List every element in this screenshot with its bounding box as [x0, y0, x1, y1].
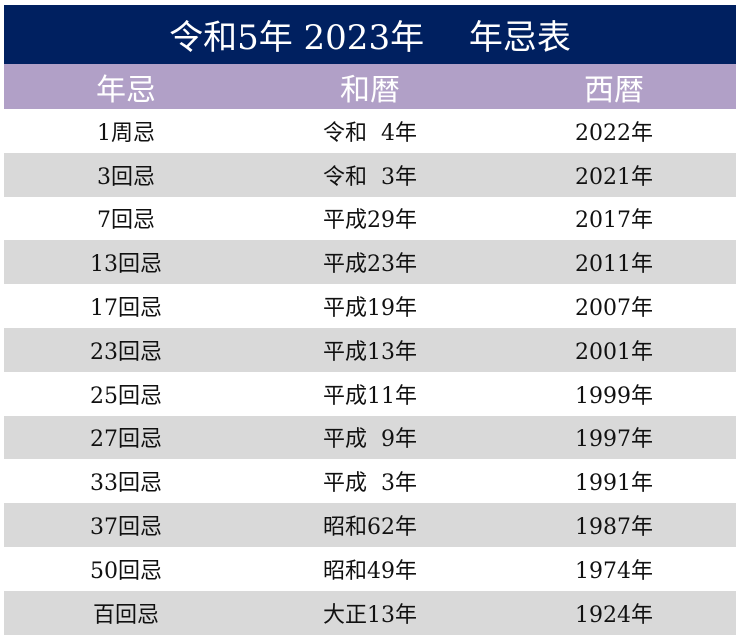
cell-nenki: 1周忌 [97, 120, 155, 146]
cell-nenki: 13回忌 [90, 252, 162, 278]
cell-seireki: 2007年 [575, 296, 653, 322]
cell-wareki: 平成11年 [323, 383, 417, 409]
table-row: 25回忌 平成11年 1999年 [4, 371, 736, 416]
table-header-row: 年忌 和暦 西暦 [4, 64, 736, 109]
cell-wareki: 昭和49年 [323, 558, 417, 584]
table-row: 7回忌 平成29年 2017年 [4, 196, 736, 241]
table-row: 百回忌 大正13年 1924年 [4, 590, 736, 635]
cell-nenki: 25回忌 [90, 383, 162, 409]
cell-nenki: 50回忌 [90, 558, 162, 584]
cell-seireki: 1999年 [575, 383, 653, 409]
cell-nenki: 23回忌 [90, 339, 162, 365]
cell-seireki: 1924年 [575, 602, 653, 628]
header-wareki: 和暦 [340, 72, 400, 108]
cell-seireki: 1974年 [575, 558, 653, 584]
cell-wareki: 令和 4年 [323, 120, 417, 146]
table-row: 23回忌 平成13年 2001年 [4, 327, 736, 372]
cell-nenki: 37回忌 [90, 515, 162, 541]
cell-nenki: 百回忌 [92, 602, 159, 628]
table-row: 13回忌 平成23年 2011年 [4, 240, 736, 285]
header-seireki: 西暦 [584, 72, 644, 108]
cell-seireki: 1987年 [575, 515, 653, 541]
table-row: 1周忌 令和 4年 2022年 [4, 109, 736, 153]
table-body: 1周忌 令和 4年 2022年 3回忌 令和 3年 2021年 7回忌 平成29… [4, 109, 736, 635]
cell-wareki: 令和 3年 [323, 164, 417, 190]
cell-nenki: 7回忌 [97, 208, 155, 234]
table-row: 37回忌 昭和62年 1987年 [4, 503, 736, 547]
cell-wareki: 平成13年 [323, 339, 417, 365]
table-row: 3回忌 令和 3年 2021年 [4, 152, 736, 197]
table-row: 27回忌 平成 9年 1997年 [4, 415, 736, 460]
cell-nenki: 33回忌 [90, 471, 162, 497]
table-title: 令和5年 2023年 年忌表 [4, 5, 736, 64]
cell-seireki: 2011年 [575, 252, 653, 278]
cell-seireki: 1991年 [575, 471, 653, 497]
cell-wareki: 平成23年 [323, 252, 417, 278]
header-nenki: 年忌 [96, 72, 156, 108]
table-row: 50回忌 昭和49年 1974年 [4, 546, 736, 591]
cell-wareki: 平成 9年 [323, 427, 417, 453]
table-row: 17回忌 平成19年 2007年 [4, 284, 736, 328]
cell-nenki: 3回忌 [97, 164, 155, 190]
cell-seireki: 2001年 [575, 339, 653, 365]
cell-wareki: 平成19年 [323, 296, 417, 322]
table-row: 33回忌 平成 3年 1991年 [4, 459, 736, 504]
cell-wareki: 昭和62年 [323, 515, 417, 541]
cell-wareki: 平成29年 [323, 208, 417, 234]
cell-wareki: 平成 3年 [323, 471, 417, 497]
cell-seireki: 2017年 [575, 208, 653, 234]
cell-nenki: 17回忌 [90, 296, 162, 322]
cell-wareki: 大正13年 [323, 602, 417, 628]
cell-nenki: 27回忌 [90, 427, 162, 453]
cell-seireki: 2021年 [575, 164, 653, 190]
cell-seireki: 2022年 [575, 120, 653, 146]
cell-seireki: 1997年 [575, 427, 653, 453]
